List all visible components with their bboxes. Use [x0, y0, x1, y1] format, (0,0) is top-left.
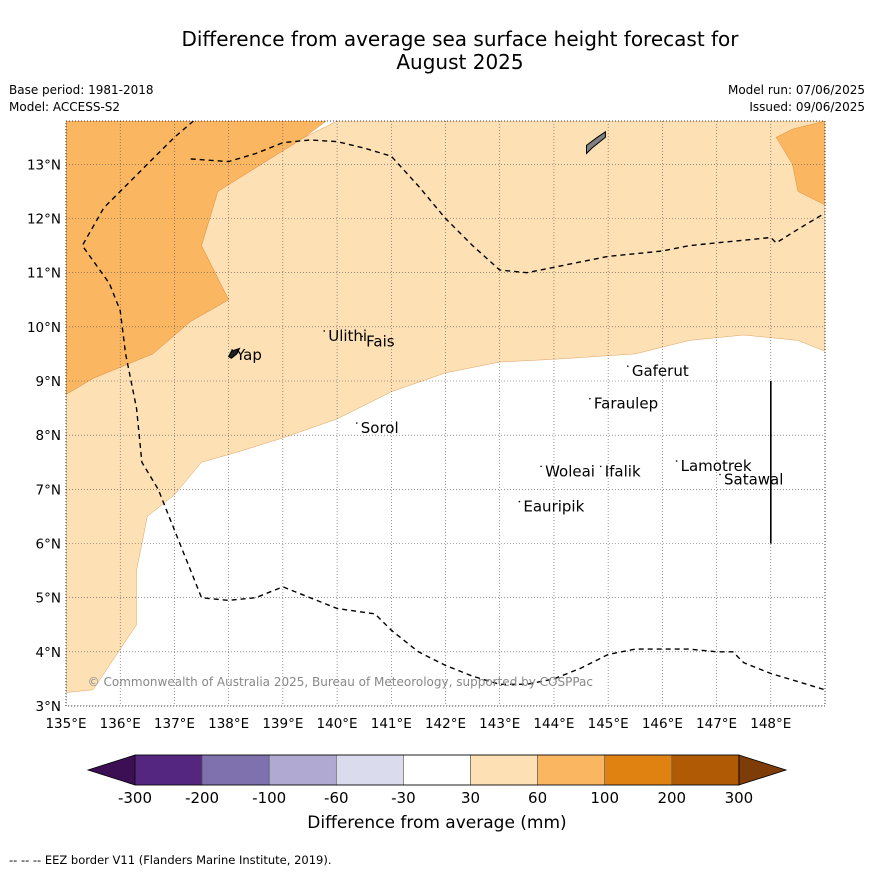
place-marker — [540, 465, 542, 468]
lon-tick-label: 135°E — [45, 716, 86, 732]
lon-tick-label: 141°E — [371, 716, 412, 732]
lon-tick-label: 144°E — [533, 716, 574, 732]
place-label: Ulithi — [328, 327, 367, 345]
lon-tick-label: 136°E — [100, 716, 141, 732]
colorbar-tick-label: -100 — [252, 789, 286, 807]
guam-island — [586, 130, 606, 155]
colorbar-segment — [335, 754, 404, 786]
colorbar-arrow-right — [738, 754, 788, 786]
model-run: Model run: 07/06/2025 — [727, 83, 865, 97]
issued-date: Issued: 09/06/2025 — [749, 100, 865, 114]
lat-tick-label: 4°N — [36, 645, 61, 661]
lon-tick-label: 138°E — [208, 716, 249, 732]
model-name: Model: ACCESS-S2 — [9, 100, 121, 114]
chart-title: Difference from average sea surface heig… — [60, 28, 860, 74]
meta-right: Model run: 07/06/2025 Issued: 09/06/2025 — [728, 82, 865, 116]
colorbar-segment — [470, 754, 538, 786]
place-label: Fais — [366, 332, 395, 350]
lon-tick-label: 148°E — [750, 716, 791, 732]
colorbar-tick-label: -30 — [391, 789, 416, 807]
colorbar-title: Difference from average (mm) — [307, 813, 567, 833]
lat-tick-label: 7°N — [36, 482, 61, 498]
colorbar-segment — [403, 754, 471, 786]
colorbar-tick-label: 60 — [528, 789, 547, 807]
colorbar-segment — [201, 754, 270, 786]
lon-tick-label: 140°E — [317, 716, 358, 732]
place-label: Gaferut — [632, 362, 689, 380]
place-label: Woleai — [545, 462, 595, 480]
lat-tick-label: 12°N — [27, 212, 61, 228]
lon-tick-label: 143°E — [479, 716, 520, 732]
place-marker — [627, 365, 629, 367]
place-marker — [675, 460, 678, 462]
colorbar-tick-label: -60 — [324, 789, 349, 807]
base-period: Base period: 1981-2018 — [9, 83, 154, 97]
colorbar-tick-label: -200 — [185, 789, 219, 807]
place-label: Ifalik — [605, 462, 641, 480]
place-marker — [599, 465, 602, 468]
eez-border-north — [190, 139, 825, 274]
footer-note: -- -- -- EEZ border V11 (Flanders Marine… — [9, 853, 332, 867]
lon-tick-label: 145°E — [588, 716, 629, 732]
colorbar-tick-label: 100 — [590, 789, 619, 807]
lat-tick-label: 9°N — [36, 374, 61, 390]
lon-tick-label: 137°E — [154, 716, 195, 732]
colorbar-segment — [671, 754, 740, 786]
colorbar-segment — [268, 754, 337, 786]
colorbar-tick-label: 30 — [461, 789, 480, 807]
lat-tick-label: 11°N — [27, 266, 61, 282]
colorbar-tick-label: 300 — [725, 789, 754, 807]
lat-tick-label: 6°N — [36, 537, 61, 553]
place-marker — [231, 349, 233, 351]
place-label: Eauripik — [523, 498, 584, 516]
place-marker — [518, 500, 521, 503]
place-marker — [719, 473, 721, 476]
colorbar-frame — [134, 754, 740, 786]
lon-tick-label: 146°E — [642, 716, 683, 732]
lon-tick-label: 142°E — [425, 716, 466, 732]
place-label: Satawal — [724, 471, 783, 489]
copyright-text: © Commonwealth of Australia 2025, Bureau… — [88, 675, 593, 689]
map-inner: Ulithi Fais Yap Gaferut Faraulep Sorol Woleai I… — [66, 121, 825, 706]
place-marker — [361, 335, 363, 338]
map-area: Ulithi Fais Yap Gaferut Faraulep Sorol Woleai I… — [27, 120, 826, 732]
colorbar-segment — [134, 754, 203, 786]
meta-left: Base period: 1981-2018 Model: ACCESS-S2 — [9, 82, 154, 116]
place-label: Yap — [235, 346, 262, 364]
place-marker — [355, 422, 358, 424]
lon-tick-label: 147°E — [696, 716, 737, 732]
place-label: Lamotrek — [681, 457, 752, 475]
place-marker — [589, 397, 591, 400]
title-line-1: Difference from average sea surface heig… — [181, 27, 739, 51]
lon-tick-label: 139°E — [262, 716, 303, 732]
place-label: Sorol — [361, 419, 399, 437]
colorbar-tick-label: 200 — [657, 789, 686, 807]
title-line-2: August 2025 — [396, 50, 524, 74]
lat-tick-label: 8°N — [36, 428, 61, 444]
place-label: Faraulep — [594, 395, 658, 413]
colorbar-arrow-left — [86, 754, 136, 786]
region-60-100-west — [66, 121, 327, 395]
eez-border — [81, 121, 825, 691]
yap-island — [227, 347, 241, 359]
colorbar-tick-label: -300 — [118, 789, 152, 807]
colorbar: -300 -200 -100 -60 -30 30 60 100 200 300 — [86, 754, 788, 807]
place-marker — [323, 330, 326, 332]
colorbar-segment — [604, 754, 673, 786]
lat-tick-label: 13°N — [27, 157, 61, 173]
colorbar-segment — [537, 754, 605, 786]
lat-tick-label: 10°N — [27, 320, 61, 336]
lat-tick-label: 3°N — [36, 699, 61, 715]
lat-tick-label: 5°N — [36, 591, 61, 607]
